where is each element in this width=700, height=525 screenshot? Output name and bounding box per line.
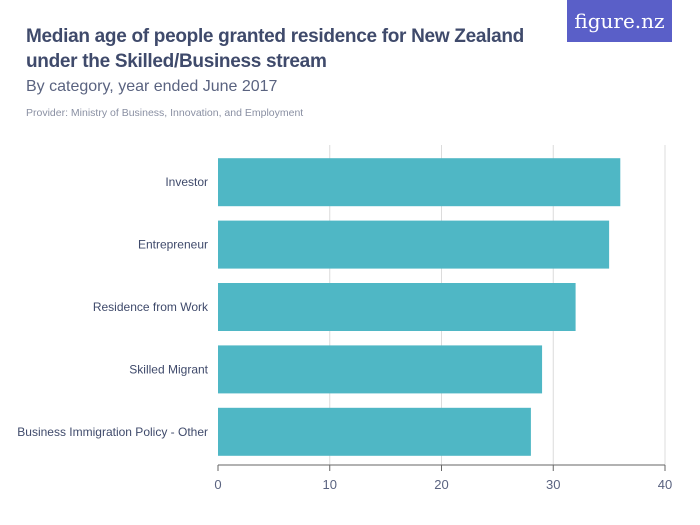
bar [218, 283, 576, 331]
category-label: Entrepreneur [138, 238, 208, 252]
category-label: Business Immigration Policy - Other [17, 425, 208, 439]
bar [218, 345, 543, 394]
x-tick-label: 40 [658, 477, 672, 492]
bar [218, 158, 621, 207]
bar [218, 220, 610, 269]
chart-subtitle: By category, year ended June 2017 [26, 78, 278, 95]
chart-title: Median age of people granted residence f… [26, 26, 524, 72]
x-tick-label: 10 [323, 477, 337, 492]
category-label: Investor [165, 175, 208, 189]
x-tick-label: 0 [214, 477, 221, 492]
x-tick-label: 20 [434, 477, 448, 492]
bar [218, 407, 531, 456]
category-label: Skilled Migrant [129, 362, 208, 376]
category-label: Residence from Work [93, 300, 209, 314]
provider-text: Provider: Ministry of Business, Innovati… [26, 107, 304, 119]
figure-nz-logo[interactable]: figure.nz [567, 0, 672, 42]
x-tick-label: 30 [546, 477, 560, 492]
